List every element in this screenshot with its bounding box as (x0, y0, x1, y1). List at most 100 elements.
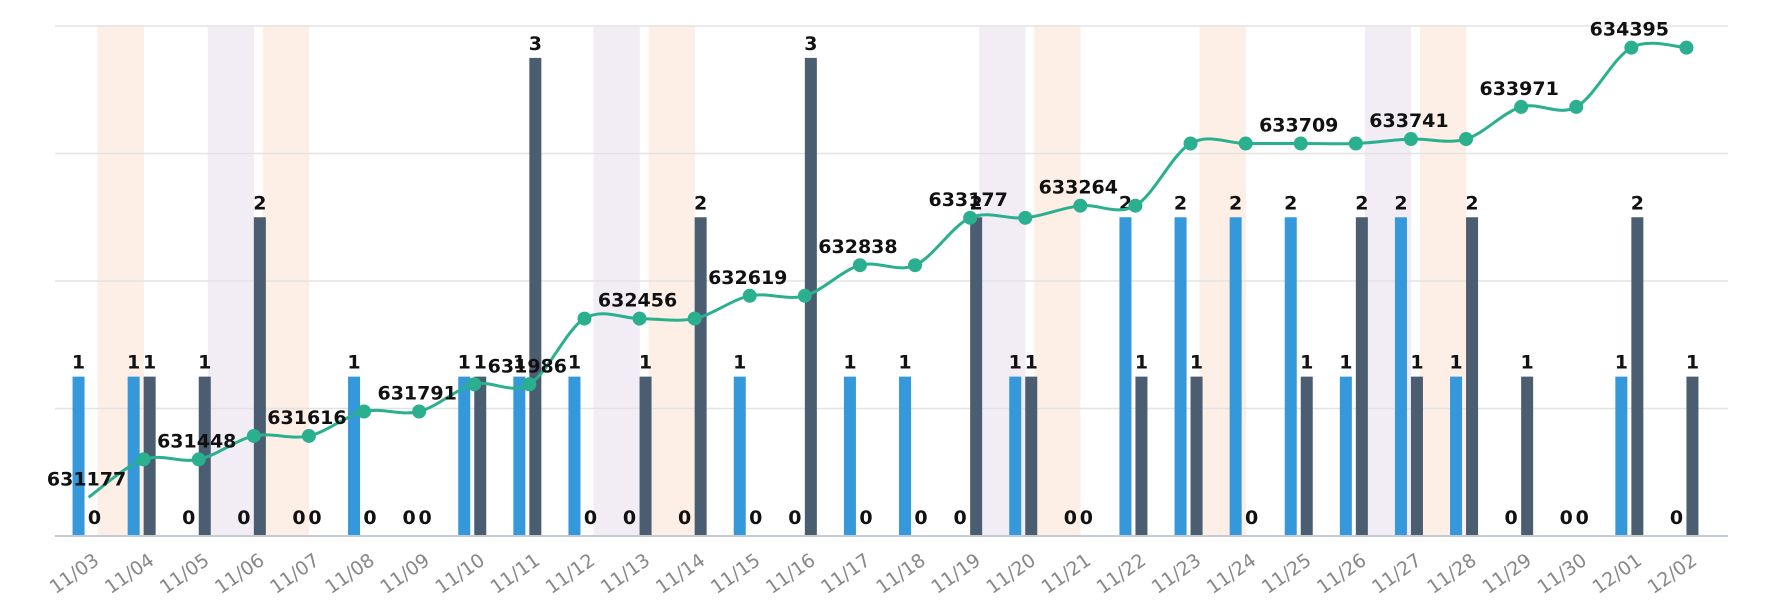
bar-series-a (458, 376, 471, 536)
bar-value-label: 1 (458, 352, 471, 374)
bar-value-label: 1 (639, 352, 652, 374)
bar-series-b (1521, 376, 1534, 536)
line-point (412, 404, 427, 419)
x-tick-label: 11/24 (1203, 549, 1260, 598)
line-point (136, 452, 151, 467)
bar-value-label: 0 (1080, 507, 1093, 529)
x-tick-labels: 11/0311/0411/0511/0611/0711/0811/0911/10… (46, 549, 1701, 598)
bar-series-a (1394, 217, 1407, 536)
x-tick-label: 11/09 (376, 549, 433, 598)
bar-value-label: 2 (970, 192, 983, 214)
bar-value-label: 1 (1410, 352, 1423, 374)
line-point (1459, 132, 1474, 147)
bar-series-a (899, 376, 912, 536)
line-point (357, 404, 372, 419)
line-point (1183, 136, 1198, 151)
line-point (301, 428, 316, 443)
bar-value-label: 0 (623, 507, 636, 529)
line-point (1128, 198, 1143, 213)
x-tick-label: 11/12 (542, 549, 599, 598)
bar-series-a (1284, 217, 1297, 536)
x-tick-label: 11/23 (1148, 549, 1205, 598)
line-point (1293, 136, 1308, 151)
x-tick-label: 11/17 (817, 549, 874, 598)
bar-series-a (1009, 376, 1022, 536)
bar-value-label: 1 (1300, 352, 1313, 374)
line-point (852, 258, 867, 273)
bar-value-label: 0 (1670, 507, 1683, 529)
bar-series-a (348, 376, 361, 536)
bar-value-label: 0 (308, 507, 321, 529)
x-tick-label: 11/20 (982, 549, 1039, 598)
bar-series-b (1631, 217, 1644, 536)
bar-series-b (970, 217, 983, 536)
line-value-label: 634395 (1590, 19, 1669, 41)
x-tick-label: 11/16 (762, 549, 819, 598)
bar-series-a (1174, 217, 1187, 536)
bar-value-label: 1 (1009, 352, 1022, 374)
line-value-label: 632619 (708, 267, 787, 289)
bar-series-b (1686, 376, 1699, 536)
bar-value-label: 2 (1174, 192, 1187, 214)
x-tick-label: 11/21 (1038, 549, 1095, 598)
line-value-label: 633264 (1039, 177, 1118, 199)
line-point (908, 258, 923, 273)
bar-value-label: 2 (1284, 192, 1297, 214)
bar-value-label: 0 (954, 507, 967, 529)
x-tick-label: 11/15 (707, 549, 764, 598)
bar-value-label: 0 (749, 507, 762, 529)
line-value-label: 633177 (928, 189, 1007, 211)
bar-value-label: 3 (804, 33, 817, 55)
bar-value-label: 1 (568, 352, 581, 374)
bar-value-label: 0 (363, 507, 376, 529)
line-value-label: 631177 (47, 468, 126, 490)
x-tick-label: 11/14 (652, 549, 709, 598)
line-value-labels: 631177 631448 631616 631791 631986 632456 6326… (47, 19, 1669, 491)
bar-series-b (639, 376, 652, 536)
line-point (467, 377, 482, 392)
line-value-label: 631616 (267, 407, 346, 429)
bar-value-label: 0 (859, 507, 872, 529)
x-tick-label: 11/08 (321, 549, 378, 598)
bar-series-b (1025, 376, 1038, 536)
bar-value-label: 0 (292, 507, 305, 529)
bar-series-b (474, 376, 487, 536)
x-tick-label: 11/26 (1313, 549, 1370, 598)
line-value-label: 631448 (157, 430, 236, 452)
bar-series-a (127, 376, 140, 536)
line-point (1403, 132, 1418, 147)
bar-value-label: 2 (1229, 192, 1242, 214)
x-tick-label: 12/01 (1589, 549, 1646, 598)
bar-value-label: 1 (474, 352, 487, 374)
line-series (87, 40, 1694, 499)
bar-value-label: 0 (403, 507, 416, 529)
bar-value-label: 0 (419, 507, 432, 529)
x-tick-label: 11/06 (211, 549, 268, 598)
x-tick-label: 11/10 (431, 549, 488, 598)
x-tick-label: 11/25 (1258, 549, 1315, 598)
x-tick-label: 11/28 (1423, 549, 1480, 598)
bar-value-label: 2 (1355, 192, 1368, 214)
bar-value-label: 0 (88, 507, 101, 529)
line-point (246, 428, 261, 443)
line-value-label: 632456 (598, 290, 677, 312)
bar-value-label: 1 (72, 352, 85, 374)
bar-series-b (1300, 376, 1313, 536)
line-point (1624, 40, 1639, 55)
bar-value-label: 0 (788, 507, 801, 529)
line-point (797, 288, 812, 303)
bar-series-b (253, 217, 266, 536)
bar-series-a (72, 376, 85, 536)
bar-value-label: 1 (1686, 352, 1699, 374)
bar-value-label: 1 (1135, 352, 1148, 374)
bar-series-a (568, 376, 581, 536)
bar-value-label: 0 (1576, 507, 1589, 529)
x-tick-label: 12/02 (1644, 549, 1701, 598)
bar-value-label: 2 (253, 192, 266, 214)
bar-series-a (843, 376, 856, 536)
bar-series-a (1339, 376, 1352, 536)
bar-value-label: 0 (1560, 507, 1573, 529)
x-tick-label: 11/05 (156, 549, 213, 598)
line-point (742, 288, 757, 303)
